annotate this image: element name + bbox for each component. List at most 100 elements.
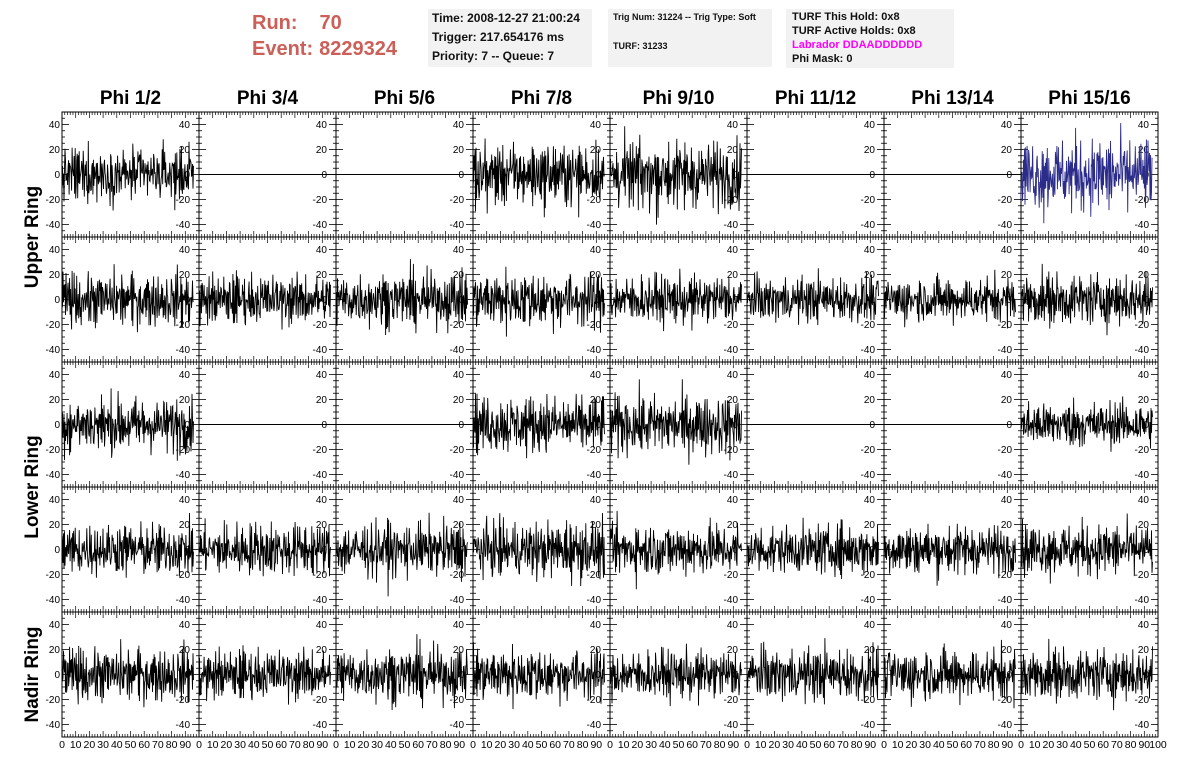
y-tick-label-left: 20 [49,270,61,281]
y-tick-label: -20 [861,445,876,456]
y-tick-label: -40 [1135,470,1150,481]
y-tick-label: -20 [861,570,876,581]
y-tick-label: -40 [1135,595,1150,606]
run-value: 70 [319,12,342,34]
y-tick-label: 40 [316,370,328,381]
y-tick-label: 40 [453,245,465,256]
waveform-trace [1020,123,1153,224]
subplot-r3-c7: -40 -20 0 20 40 [883,361,1022,488]
y-tick-label: -40 [724,470,739,481]
subplot-r1-c6: -40 -20 0 20 40 [746,111,885,238]
y-tick-label: 40 [316,245,328,256]
time-info-box: Time: 2008-12-27 21:00:24 Trigger: 217.6… [428,9,592,67]
y-tick-label: 20 [1001,270,1013,281]
y-tick-label-left: 0 [54,420,60,431]
y-tick-label: 0 [458,420,464,431]
y-tick-label: 40 [864,245,876,256]
y-tick-label: -40 [450,345,465,356]
y-tick-label: 20 [1001,145,1013,156]
y-tick-label: 20 [316,145,328,156]
y-tick-label: 40 [1001,370,1013,381]
y-tick-label: -20 [724,570,739,581]
y-tick-label: -20 [450,445,465,456]
phi-mask-text: Phi Mask: 0 [792,53,853,65]
y-tick-label: -40 [313,220,328,231]
y-tick-label: -20 [861,195,876,206]
y-tick-label: 0 [321,170,327,181]
y-tick-label-left: -40 [46,595,61,606]
column-title-8: Phi 15/16 [1048,88,1130,109]
waveform-trace [883,523,1016,586]
y-tick-label: -40 [176,595,191,606]
y-tick-label: -20 [998,445,1013,456]
y-tick-label: -20 [313,195,328,206]
trig-info-box: Trig Num: 31224 -- Trig Type: Soft TURF:… [608,9,772,67]
y-tick-label: -40 [861,470,876,481]
y-tick-label: -40 [176,470,191,481]
column-title-4: Phi 7/8 [511,88,572,109]
y-tick-label: 20 [453,145,465,156]
waveform-trace [335,259,468,336]
row-label-3: Nadir Ring [22,626,43,722]
y-tick-label: 20 [864,270,876,281]
turf-text: TURF: 31233 [613,41,668,51]
column-title-3: Phi 5/6 [374,88,435,109]
y-tick-label: -40 [450,220,465,231]
y-tick-label-left: 20 [49,145,61,156]
y-tick-label: -20 [587,195,602,206]
y-tick-label: -20 [1135,195,1150,206]
y-tick-label: -40 [176,220,191,231]
y-tick-label: 20 [453,520,465,531]
waveform-trace [883,269,1016,329]
y-tick-label-left: -40 [46,470,61,481]
y-tick-label: 20 [727,145,739,156]
event-value: 8229324 [319,38,397,60]
subplot-r1-c3: -40 -20 0 20 40 [335,111,474,238]
waveform-trace [472,393,605,459]
y-tick-label: 40 [590,495,602,506]
y-tick-label-left: 40 [49,495,61,506]
y-tick-label: -40 [724,595,739,606]
y-tick-label: 40 [453,120,465,131]
y-tick-label: 20 [727,395,739,406]
y-tick-label: 20 [590,520,602,531]
waveform-trace [609,510,742,590]
y-tick-label: 40 [727,370,739,381]
y-tick-label: 0 [321,295,327,306]
y-tick-label: -40 [1135,220,1150,231]
y-tick-label: 20 [179,145,191,156]
y-tick-label: -40 [587,345,602,356]
y-tick-label: 40 [590,370,602,381]
event-label: Event: [252,38,314,60]
y-tick-label: -40 [587,595,602,606]
subplot-r4-c8: -40 -20 0 20 40 [1020,486,1159,613]
subplot-r3-c6: -40 -20 0 20 40 [746,361,885,488]
y-tick-label: 40 [179,245,191,256]
y-tick-label: 20 [316,520,328,531]
run-label: Run: [252,12,298,34]
y-tick-label: -20 [313,445,328,456]
turf-info-box: TURF This Hold: 0x8 TURF Active Holds: 0… [786,9,954,68]
y-tick-label: 20 [727,520,739,531]
y-tick-label-left: -20 [46,570,61,581]
y-tick-label: -40 [313,470,328,481]
y-tick-label: -20 [861,320,876,331]
y-tick-label: 20 [1138,145,1150,156]
y-tick-label: -20 [176,445,191,456]
waveform-trace [472,512,605,587]
y-tick-label: 0 [869,170,875,181]
y-tick-label: -20 [176,570,191,581]
waveform-trace [198,270,331,330]
y-tick-label: -40 [998,470,1013,481]
waveform-trace [746,268,879,326]
labrador-text: Labrador DDAADDDDDD [792,39,923,51]
